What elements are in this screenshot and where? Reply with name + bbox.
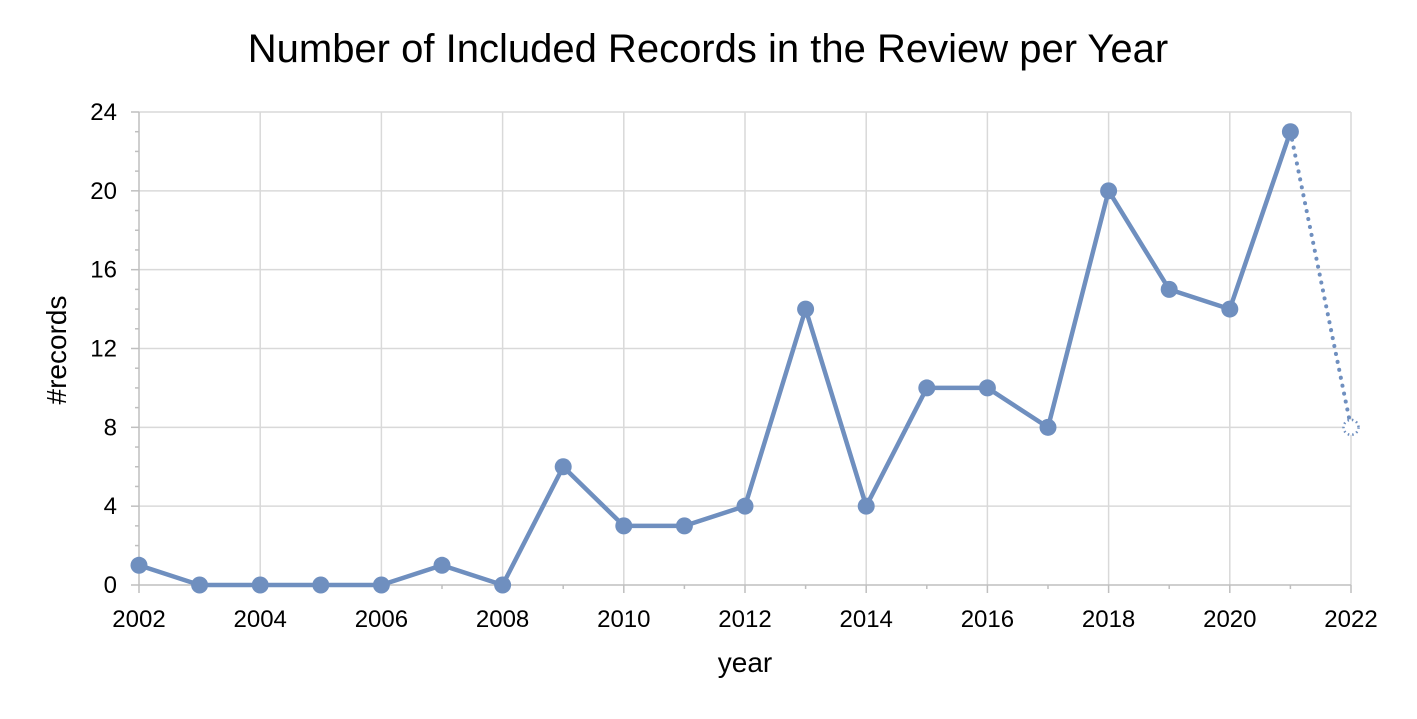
y-tick-label: 8 <box>104 414 117 441</box>
y-tick-label: 20 <box>90 178 117 205</box>
y-tick-labels: 0 4 8 12 16 20 24 <box>90 99 117 599</box>
axes <box>131 111 1352 593</box>
data-point <box>494 576 512 594</box>
y-tick-label: 24 <box>90 99 117 126</box>
y-tick-label: 16 <box>90 257 117 284</box>
y-tick-label: 4 <box>104 493 117 520</box>
x-tick-label: 2004 <box>234 606 287 633</box>
x-tick-label: 2018 <box>1082 606 1135 633</box>
chart-title: Number of Included Records in the Review… <box>248 27 1169 71</box>
y-axis-label: #records <box>41 296 72 405</box>
x-tick-label: 2016 <box>961 606 1014 633</box>
projected-data-point <box>1342 418 1360 437</box>
data-point <box>736 497 754 515</box>
data-point <box>433 556 451 574</box>
x-tick-label: 2012 <box>718 606 771 633</box>
data-point <box>1221 300 1239 318</box>
data-point <box>372 576 390 594</box>
data-point <box>130 556 148 574</box>
x-tick-label: 2020 <box>1203 606 1256 633</box>
x-tick-labels: 2002 2004 2006 2008 2010 2012 2014 2016 2018 2020… <box>112 606 1377 633</box>
data-point <box>1160 280 1178 298</box>
data-point <box>978 379 996 397</box>
dotted-series-line <box>1288 129 1353 430</box>
x-tick-label: 2002 <box>112 606 165 633</box>
data-point <box>554 458 572 476</box>
data-point <box>251 576 269 594</box>
x-tick-label: 2006 <box>355 606 408 633</box>
data-point <box>1100 182 1118 200</box>
x-axis-label: year <box>718 647 772 678</box>
data-points <box>130 123 1360 594</box>
data-point <box>1281 123 1299 141</box>
data-point <box>797 300 815 318</box>
data-point <box>857 497 875 515</box>
x-tick-label: 2010 <box>597 606 650 633</box>
gridlines <box>139 111 1352 585</box>
x-tick-label: 2022 <box>1324 606 1377 633</box>
data-point <box>191 576 209 594</box>
data-point <box>312 576 330 594</box>
data-point <box>675 517 693 535</box>
data-point <box>1039 418 1057 436</box>
data-point <box>615 517 633 535</box>
series-line <box>136 129 1293 588</box>
y-tick-label: 0 <box>104 572 117 599</box>
x-tick-label: 2014 <box>840 606 893 633</box>
y-tick-label: 12 <box>90 336 117 363</box>
x-tick-label: 2008 <box>476 606 529 633</box>
data-point <box>918 379 936 397</box>
series-lines <box>136 129 1353 588</box>
